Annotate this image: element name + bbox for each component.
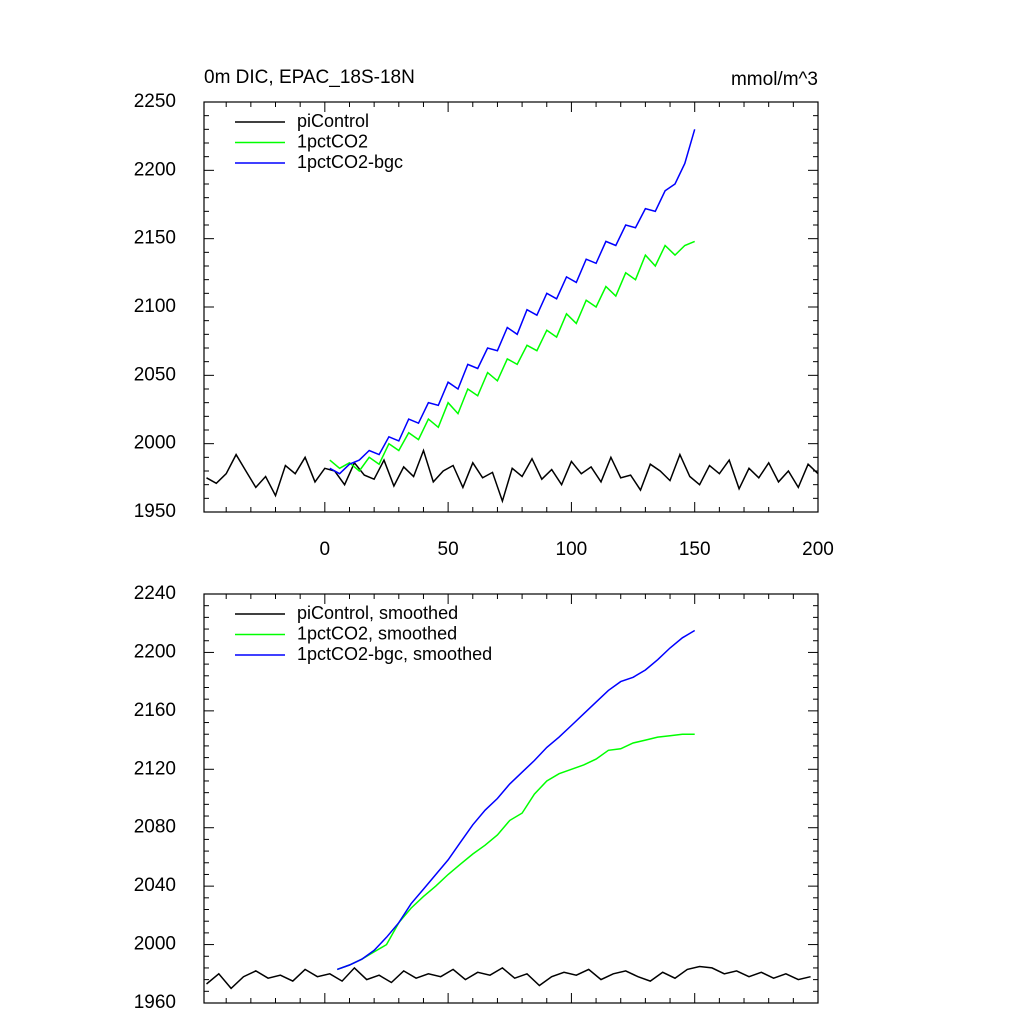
y-tick-label: 2100 <box>134 296 176 317</box>
y-tick-label: 2040 <box>134 875 176 896</box>
y-tick-label: 2150 <box>134 228 176 249</box>
series-line <box>206 448 819 504</box>
y-tick-label: 2250 <box>134 91 176 112</box>
series-line <box>206 965 811 990</box>
y-tick-label: 2000 <box>134 433 176 454</box>
legend-label: 1pctCO2-bgc <box>297 152 403 172</box>
y-tick-label: 2050 <box>134 364 176 385</box>
x-tick-label: 150 <box>679 539 711 560</box>
x-tick-label: 0 <box>320 539 331 560</box>
x-tick-label: 100 <box>556 539 588 560</box>
y-tick-label: 2120 <box>134 758 176 779</box>
y-tick-label: 1960 <box>134 992 176 1013</box>
y-tick-label: 2160 <box>134 700 176 721</box>
chart-title: 0m DIC, EPAC_18S-18N <box>204 67 415 88</box>
y-tick-label: 2200 <box>134 641 176 662</box>
units-label: mmol/m^3 <box>731 69 818 90</box>
series-line <box>336 733 695 971</box>
series-line <box>329 129 696 475</box>
plot-frame <box>203 593 819 1004</box>
y-tick-label: 2240 <box>134 583 176 604</box>
legend-label: piControl, smoothed <box>297 603 458 623</box>
series-line <box>329 240 695 473</box>
series-line <box>336 629 696 971</box>
legend-label: 1pctCO2 <box>297 131 368 151</box>
legend-label: 1pctCO2-bgc, smoothed <box>297 644 492 664</box>
x-tick-label: 50 <box>438 539 459 560</box>
y-tick-label: 2200 <box>134 159 176 180</box>
y-tick-label: 2080 <box>134 817 176 838</box>
y-tick-label: 1950 <box>134 501 176 522</box>
x-tick-label: 200 <box>802 539 834 560</box>
legend-label: 1pctCO2, smoothed <box>297 623 457 643</box>
y-tick-label: 2000 <box>134 934 176 955</box>
legend-label: piControl <box>297 111 369 131</box>
